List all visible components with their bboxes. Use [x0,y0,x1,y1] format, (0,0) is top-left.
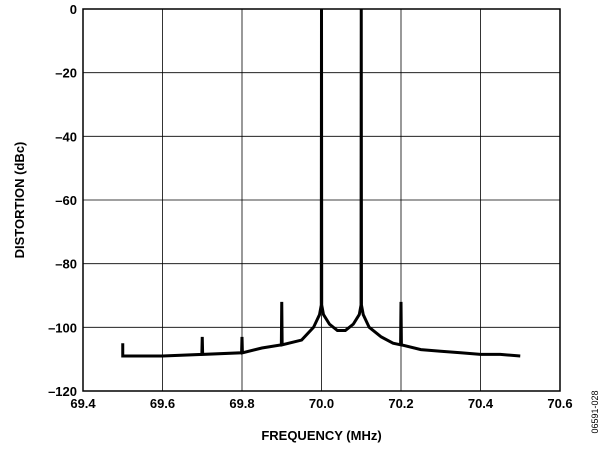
y-tick-label: –20 [55,66,77,81]
series-layer [123,9,521,356]
x-tick-label: 70.4 [468,396,494,411]
x-tick-label: 69.8 [229,396,254,411]
y-tick-label: –60 [55,193,77,208]
y-tick-label: 0 [70,2,77,17]
y-tick-label: –120 [48,384,77,399]
x-tick-labels: 69.4 69.6 69.8 70.0 70.2 70.4 70.6 [70,396,572,411]
x-tick-label: 69.6 [150,396,175,411]
y-tick-label: –80 [55,257,77,272]
y-tick-label: –40 [55,129,77,144]
x-tick-label: 70.0 [309,396,334,411]
x-tick-label: 70.2 [388,396,413,411]
figure-id: 06591-028 [590,390,600,433]
y-axis-label: DISTORTION (dBc) [12,142,27,259]
x-axis-label: FREQUENCY (MHz) [261,428,381,443]
y-tick-label: –100 [48,320,77,335]
x-tick-label: 70.6 [547,396,572,411]
distortion-trace [123,9,521,356]
y-tick-labels: 0 –20 –40 –60 –80 –100 –120 [48,2,77,399]
